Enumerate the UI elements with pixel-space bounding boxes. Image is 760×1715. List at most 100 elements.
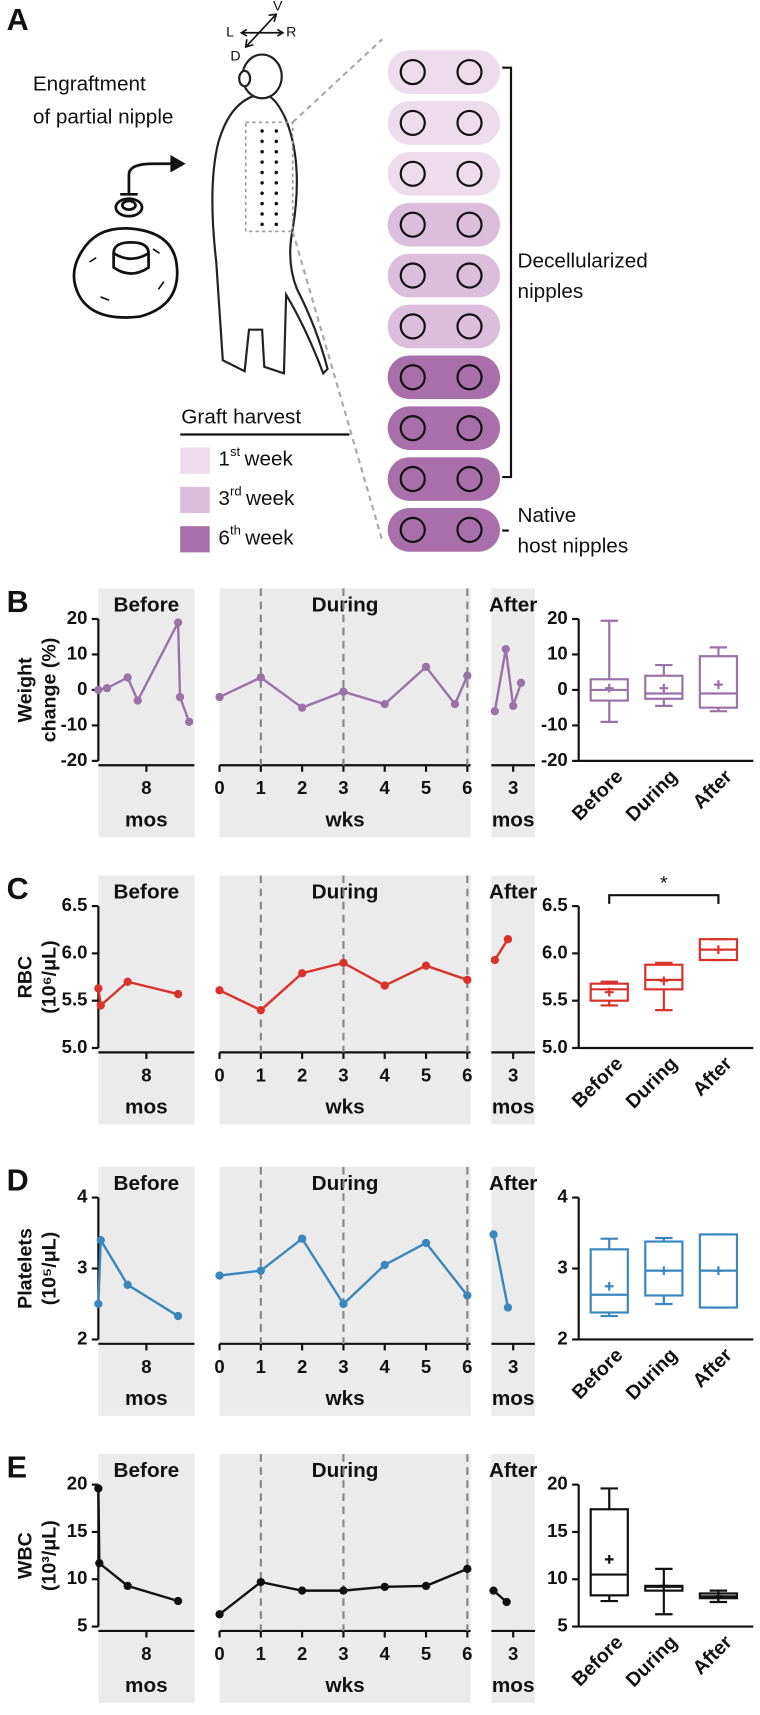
data-point — [133, 696, 142, 705]
data-point — [173, 618, 183, 627]
x-axis-label: mos — [125, 1096, 168, 1119]
data-point — [215, 986, 224, 995]
legend-suffix: st — [230, 444, 241, 459]
data-point — [102, 684, 112, 693]
y-tick-label: 6.0 — [62, 941, 88, 962]
mean-marker — [604, 1281, 614, 1291]
data-point — [489, 1586, 498, 1595]
nipple — [399, 160, 426, 187]
segment-title: During — [312, 880, 379, 903]
graft-row — [387, 457, 501, 501]
category-label: After — [689, 765, 737, 813]
data-point — [173, 1596, 183, 1606]
mean-marker — [714, 1266, 723, 1276]
data-line — [493, 648, 523, 712]
x-tick-label: 6 — [462, 1356, 472, 1377]
legend-number: 6 — [218, 527, 230, 550]
data-point — [256, 673, 265, 682]
dot — [274, 129, 279, 133]
data-point — [123, 1280, 132, 1289]
box — [698, 655, 739, 709]
data-point — [421, 1238, 431, 1248]
data-point — [490, 707, 499, 716]
x-tick-label: 3 — [508, 1356, 518, 1377]
data-point — [490, 955, 499, 965]
data-point — [421, 662, 431, 672]
x-tick-label: 6 — [462, 777, 472, 798]
x-tick-label: 0 — [214, 1356, 224, 1377]
segment-background — [491, 875, 536, 1125]
x-tick-label: 5 — [421, 1643, 431, 1664]
significance-label: * — [660, 872, 668, 894]
x-axis-label: mos — [125, 808, 168, 831]
graft-rows — [387, 50, 501, 552]
y-tick-label: 10 — [67, 1567, 88, 1588]
legend-suffix: th — [230, 523, 241, 538]
data-point — [421, 961, 431, 970]
data-point — [489, 1230, 498, 1239]
category-label: During — [622, 1053, 682, 1113]
graft-row — [387, 304, 501, 349]
nipple — [456, 160, 483, 187]
mean-marker — [604, 987, 614, 997]
dot — [274, 139, 279, 144]
data-line — [219, 665, 469, 710]
data-point — [380, 981, 389, 990]
data-point — [94, 1484, 103, 1493]
data-point — [450, 699, 460, 709]
segment-title: After — [489, 1172, 537, 1195]
x-axis-label: wks — [324, 1387, 364, 1410]
segment-title: After — [489, 880, 537, 903]
graft-region — [244, 121, 294, 233]
x-axis-label: wks — [324, 808, 364, 831]
data-point — [503, 935, 513, 944]
nipple — [456, 313, 483, 340]
data-point — [516, 678, 526, 687]
category-label: Before — [568, 1631, 628, 1691]
dot — [274, 149, 279, 154]
mean-marker — [659, 1266, 669, 1276]
nipple — [399, 109, 426, 137]
data-point — [339, 687, 348, 696]
dot — [274, 212, 279, 216]
segment-title: During — [312, 593, 379, 616]
data-point — [463, 671, 472, 680]
nipple — [456, 109, 483, 137]
data-line — [492, 1234, 510, 1308]
mean-marker — [714, 680, 723, 689]
nipple — [456, 211, 483, 238]
bracket-label: nipples — [518, 280, 584, 303]
data-point — [94, 984, 103, 993]
data-point — [94, 1299, 103, 1309]
legend-number: 3 — [218, 487, 230, 510]
segment-title: Before — [114, 1459, 180, 1482]
legend-label: 1st week — [218, 444, 293, 471]
y-axis-label: (10⁶/μL) — [39, 940, 61, 1013]
nipple — [399, 465, 426, 493]
mean-marker — [714, 1591, 723, 1601]
data-point — [123, 673, 132, 682]
legend-label: 6th week — [218, 523, 294, 550]
dot — [260, 181, 264, 185]
y-tick-label: 10 — [547, 1567, 568, 1588]
mean-marker — [714, 945, 723, 954]
x-axis-label: mos — [492, 1387, 535, 1410]
panel-a: A V L R D Engraftment of partial nipple — [7, 0, 648, 557]
significance-bracket — [608, 894, 720, 904]
x-tick-label: 8 — [141, 1356, 151, 1377]
dot — [260, 149, 264, 154]
data-point — [256, 1266, 265, 1275]
legend-label: 3rd week — [218, 484, 295, 511]
x-tick-label: 1 — [256, 1356, 266, 1377]
graft-row — [387, 50, 501, 94]
segment-background — [98, 1166, 195, 1416]
x-tick-label: 6 — [462, 1064, 472, 1085]
compass-label: L — [226, 24, 234, 40]
graft-row — [387, 253, 501, 298]
dot — [260, 160, 264, 164]
legend-word: week — [244, 448, 294, 471]
y-tick-label: 0 — [557, 678, 567, 699]
panel-label: A — [7, 3, 29, 37]
panel-label: C — [7, 872, 29, 906]
data-point — [96, 1235, 105, 1245]
